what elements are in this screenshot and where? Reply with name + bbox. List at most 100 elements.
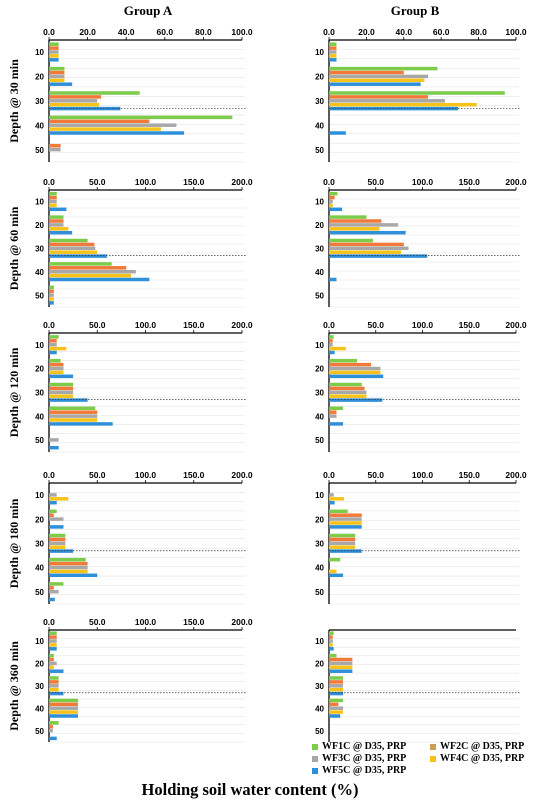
y-tick-label: 20 [35,515,44,524]
y-tick-label: 20 [315,365,324,374]
y-tick-label: 30 [315,97,324,106]
chart-panel: 0.0 50.0 100.0 150.0 200.0 10 20 30 40 50 Depth @ … [7,320,253,453]
bar [49,643,57,647]
x-tick-label: 100.0 [135,470,157,480]
y-tick-label: 10 [315,637,324,646]
y-tick-label: 10 [35,341,44,350]
bar [49,342,57,347]
bar [329,410,337,414]
bar [49,687,59,692]
legend-swatch [312,743,318,750]
bar [329,339,333,343]
x-tick-label: 150.0 [183,320,205,330]
bar [49,54,59,58]
bar [49,246,96,251]
y-tick-label: 50 [35,436,44,445]
x-tick-label: 50.0 [89,470,106,480]
bar [329,50,337,54]
x-tick-label: 100.0 [135,320,157,330]
bar [49,91,140,95]
bar [49,714,78,718]
bar [329,374,384,379]
bar [49,50,59,54]
legend-swatch [430,743,436,750]
x-tick-label: 200.0 [231,470,253,480]
y-tick-label: 50 [315,436,324,445]
chart-panel: 0.0 50.0 100.0 150.0 200.0 10 20 30 40 50 Depth @ … [7,470,253,605]
bar [329,687,344,692]
bar [329,521,362,525]
bar [49,509,57,514]
bar [49,215,64,219]
bar [49,99,98,103]
bar [49,438,59,442]
bar [329,207,343,212]
x-tick-label: 40.0 [396,27,413,37]
bar [49,657,54,662]
chart-panel: 0.0 50.0 100.0 150.0 200.0 10 20 30 40 50 Depth @ … [7,617,253,743]
bar [329,398,383,402]
bar [49,418,98,422]
bar [329,106,459,111]
bar [329,557,341,562]
bar [49,74,65,79]
row-label: Depth @ 60 min [7,206,21,290]
x-tick-label: 100.0 [412,320,434,330]
bar [329,422,344,426]
bar [329,661,353,666]
bar [49,736,57,741]
bar [49,266,127,270]
bar [49,277,150,282]
bar [49,131,185,135]
x-tick-label: 100.0 [135,177,157,187]
bar [329,242,404,247]
y-tick-label: 20 [315,515,324,524]
bar [329,665,353,670]
x-tick-label: 0.0 [43,177,55,187]
bar [49,398,88,402]
y-tick-label: 20 [35,73,44,82]
bar [329,370,381,375]
bar [329,513,362,517]
bar [329,573,344,578]
bar [49,46,59,50]
x-tick-label: 150.0 [459,177,481,187]
bar [49,227,69,231]
bar [49,339,57,343]
chart-panel: 0.0 20.0 40.0 60.0 80.0 100.0 10 20 30 40 50 [315,27,527,163]
chart-panel: 0.0 50.0 100.0 150.0 200.0 10 20 30 40 50 [315,177,527,308]
bar [329,230,406,235]
y-tick-label: 40 [35,564,44,573]
chart-panel: 0.0 50.0 100.0 150.0 200.0 10 20 30 40 50 [315,320,527,453]
chart-panel: 0.0 50.0 100.0 150.0 200.0 10 20 30 40 50 Depth @ … [7,177,253,308]
y-tick-label: 30 [35,389,44,398]
bar [49,199,57,204]
bar [49,680,59,684]
bar [49,207,67,212]
bar [49,500,57,505]
legend-label: WF5C @ D35, PRP [322,765,407,776]
x-tick-label: 100.0 [231,27,253,37]
x-tick-label: 0.0 [323,320,335,330]
y-tick-label: 30 [315,540,324,549]
bar [49,143,61,148]
bar [329,533,356,538]
x-tick-label: 200.0 [505,470,527,480]
y-tick-label: 10 [35,198,44,207]
bar [49,370,64,375]
bar [329,497,344,501]
x-tick-label: 50.0 [367,320,384,330]
bar [49,561,88,566]
bar [49,406,96,411]
legend-item-wf4c: WF4C @ D35, PRP [430,753,524,764]
x-tick-label: 150.0 [183,617,205,627]
bar [329,191,338,196]
y-tick-label: 10 [315,341,324,350]
y-tick-label: 10 [315,491,324,500]
x-tick-label: 0.0 [323,470,335,480]
bar [329,691,344,696]
y-tick-label: 30 [315,245,324,254]
chart-panel: 10 20 30 40 50 [315,629,520,743]
bar [329,74,429,79]
bar [329,350,335,355]
